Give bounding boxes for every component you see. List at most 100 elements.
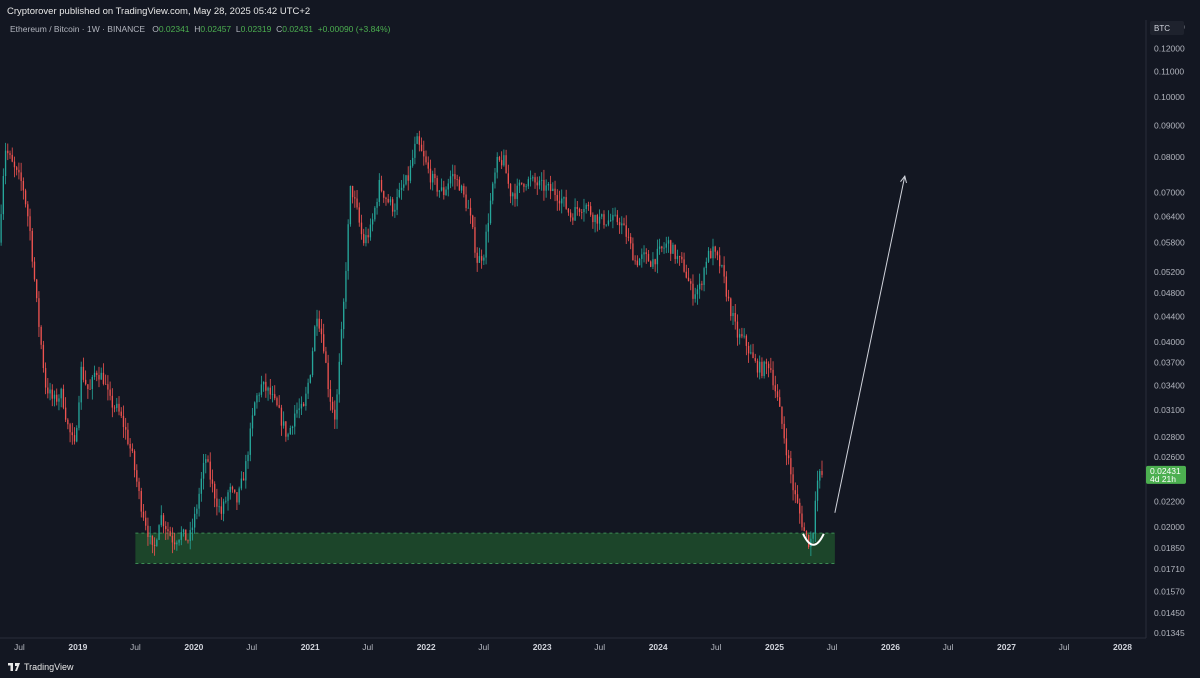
candle-body: [523, 183, 525, 187]
candle-body: [792, 474, 794, 491]
candle-body: [549, 184, 552, 192]
candle-body: [205, 459, 207, 463]
candle-body: [601, 214, 603, 217]
candle-body: [4, 150, 7, 177]
candle-body: [638, 258, 641, 266]
time-tick-label: Jul: [711, 642, 722, 652]
price-tick-label: 0.09000: [1154, 120, 1185, 130]
candle-body: [360, 222, 363, 235]
legend-open-value: 0.02341: [158, 24, 190, 34]
candle-body: [298, 408, 300, 410]
candle-body: [810, 538, 812, 547]
candle-body: [621, 223, 623, 226]
candle-body: [18, 169, 20, 173]
candle-body: [690, 281, 692, 284]
candle-body: [472, 215, 474, 228]
candle-body: [125, 427, 127, 430]
candle-body: [200, 478, 202, 494]
candle-body: [727, 296, 730, 299]
candle-body: [536, 182, 538, 186]
time-tick-label: Jul: [478, 642, 489, 652]
candle-body: [218, 506, 220, 508]
candle-body: [772, 369, 774, 386]
candle-body: [467, 207, 469, 209]
candle-body: [507, 173, 509, 184]
candle-body: [790, 458, 792, 475]
candle-body: [216, 498, 218, 507]
price-tick-label: 0.10000: [1154, 92, 1185, 102]
candle-body: [347, 224, 349, 272]
candle-body: [589, 206, 592, 215]
candle-body: [787, 455, 790, 459]
candle-body: [334, 409, 336, 420]
candle-body: [202, 462, 205, 479]
candle-body: [616, 214, 619, 223]
candle-body: [351, 185, 354, 198]
candle-body: [73, 435, 76, 442]
candle-body: [82, 366, 85, 380]
candle-body: [476, 252, 478, 263]
candle-body: [747, 345, 750, 354]
candle-body: [60, 388, 62, 399]
candle-body: [376, 201, 378, 208]
candle-body: [325, 351, 327, 363]
candle-body: [116, 403, 118, 408]
candle-body: [625, 225, 627, 237]
candle-body: [643, 252, 645, 255]
price-tick-label: 0.04000: [1154, 337, 1185, 347]
candle-body: [169, 531, 171, 536]
candle-body: [285, 421, 287, 437]
candle-body: [534, 177, 536, 183]
time-tick-label: Jul: [14, 642, 25, 652]
candle-body: [676, 256, 679, 259]
time-tick-label: Jul: [130, 642, 141, 652]
candle-body: [418, 136, 421, 145]
candle-body: [494, 172, 496, 184]
time-tick-label: Jul: [943, 642, 954, 652]
price-tick-label: 0.04400: [1154, 311, 1185, 321]
candle-body: [336, 394, 338, 420]
candle-body: [732, 312, 734, 317]
candle-body: [354, 197, 356, 199]
time-tick-label: 2022: [417, 642, 436, 652]
projection-arrow-line: [834, 176, 906, 513]
candle-body: [320, 328, 323, 335]
candle-body: [505, 155, 507, 174]
candle-body: [27, 204, 29, 217]
candle-body: [801, 513, 803, 528]
candle-body: [120, 411, 122, 416]
candle-body: [209, 461, 211, 480]
price-axis: 0.130000.120000.110000.100000.090000.080…: [1154, 22, 1185, 638]
candle-body: [389, 199, 392, 203]
price-tick-label: 0.01570: [1154, 587, 1185, 597]
candle-body: [765, 361, 768, 364]
tradingview-logo-icon: [8, 663, 20, 671]
candle-body: [271, 394, 274, 396]
candle-body: [785, 438, 788, 456]
time-tick-label: 2028: [1113, 642, 1132, 652]
candle-body: [145, 517, 147, 526]
candle-body: [98, 375, 100, 380]
price-tick-label: 0.02200: [1154, 497, 1185, 507]
candle-body: [289, 428, 291, 435]
candle-body: [238, 488, 240, 503]
candle-body: [269, 387, 271, 395]
candle-body: [191, 527, 194, 531]
candle-body: [718, 255, 721, 267]
candle-body: [13, 161, 16, 168]
candle-body: [140, 491, 142, 512]
candle-body: [498, 156, 501, 161]
candle-body: [180, 532, 182, 540]
candle-body: [443, 187, 445, 196]
candle-body: [665, 243, 667, 248]
candle-body: [696, 289, 699, 295]
candle-body: [752, 352, 754, 359]
candle-body: [469, 207, 472, 216]
candle-body: [656, 248, 659, 265]
candle-body: [578, 208, 581, 212]
candle-body: [605, 224, 607, 226]
candle-body: [714, 246, 716, 252]
candle-body: [774, 385, 776, 392]
candle-body: [492, 183, 494, 201]
